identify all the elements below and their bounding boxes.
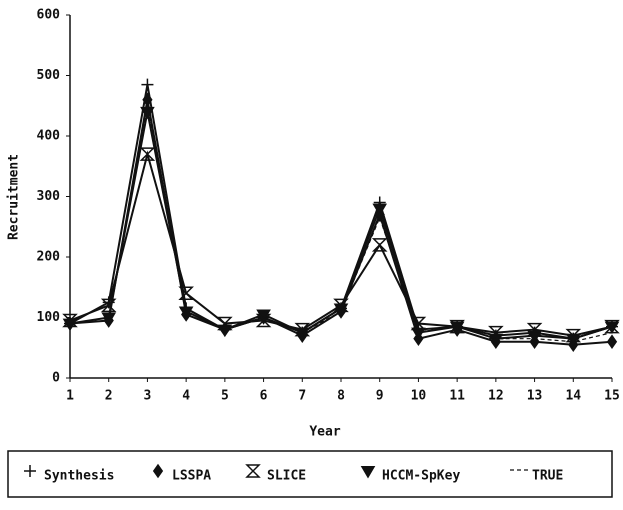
x-tick-label: 6 — [260, 389, 268, 404]
x-axis-label: Year — [309, 425, 340, 440]
y-tick-label: 100 — [37, 310, 61, 325]
y-tick-label: 200 — [37, 250, 61, 265]
y-tick-label: 600 — [37, 8, 61, 23]
legend-symbol — [24, 465, 36, 477]
legend-label: LSSPA — [172, 469, 211, 484]
y-axis-label: Recruitment — [7, 154, 22, 240]
x-tick-label: 5 — [221, 389, 229, 404]
y-tick-label: 400 — [37, 129, 61, 144]
x-tick-label: 2 — [105, 389, 113, 404]
x-tick-label: 1 — [66, 389, 74, 404]
marker — [141, 78, 154, 91]
x-tick-label: 3 — [144, 389, 152, 404]
legend-symbol — [245, 464, 261, 478]
x-tick-label: 14 — [565, 389, 581, 404]
legend-box — [7, 450, 613, 498]
marker — [604, 321, 620, 335]
marker — [527, 330, 542, 344]
x-tick-label: 8 — [337, 389, 345, 404]
legend-symbol — [360, 466, 376, 479]
marker — [565, 333, 581, 347]
marker — [139, 147, 156, 161]
marker — [256, 309, 271, 322]
marker — [372, 203, 388, 217]
x-tick-label: 15 — [604, 389, 620, 404]
marker — [371, 238, 388, 252]
x-tick-label: 10 — [411, 389, 427, 404]
marker — [333, 303, 349, 316]
marker — [217, 324, 233, 338]
x-tick-label: 9 — [376, 389, 384, 404]
x-tick-label: 7 — [298, 389, 306, 404]
x-tick-label: 12 — [488, 389, 504, 404]
marker — [294, 327, 310, 341]
legend-label: Synthesis — [44, 469, 114, 484]
y-tick-label: 0 — [52, 371, 60, 386]
y-tick-label: 300 — [37, 189, 61, 204]
x-tick-label: 11 — [449, 389, 465, 404]
legend-label: SLICE — [267, 469, 306, 484]
marker — [411, 327, 426, 341]
x-tick-label: 4 — [182, 389, 190, 404]
marker — [178, 306, 194, 319]
y-tick-label: 500 — [37, 68, 61, 83]
legend-label: HCCM-SpKey — [382, 469, 460, 484]
marker — [178, 286, 194, 301]
legend-label: TRUE — [532, 469, 563, 484]
marker — [488, 333, 504, 347]
x-tick-label: 13 — [527, 389, 543, 404]
series-line — [69, 105, 613, 343]
legend-symbol — [152, 463, 164, 479]
marker — [62, 318, 78, 332]
marker — [606, 334, 618, 350]
